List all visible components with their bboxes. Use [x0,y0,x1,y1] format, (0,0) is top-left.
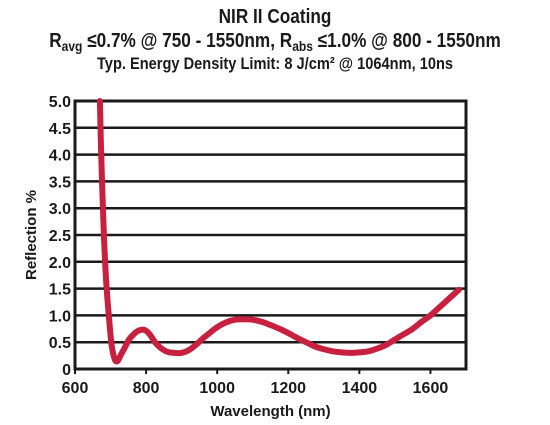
x-tick-label: 1200 [270,380,306,397]
y-tick-label: 4.5 [49,121,71,138]
y-tick-label: 5.0 [49,94,71,111]
subtitle-avg-subscript: avg [61,38,83,54]
subtitle-abs-subscript: abs [292,38,313,54]
y-tick-label: 3.0 [49,201,71,218]
chart-subtitle-reflectance: Ravg ≤0.7% @ 750 - 1550nm, Rabs ≤1.0% @ … [39,29,512,53]
y-tick-label: 2.0 [49,255,71,272]
y-tick-label: 0 [62,362,71,379]
chart-title: NIR II Coating [218,6,332,28]
subtitle-avg-spec: ≤0.7% @ 750 - 1550nm, R [82,30,293,52]
reflection-series-line [96,98,462,365]
y-tick-label: 1.0 [49,308,71,325]
x-tick-label: 1400 [342,380,378,397]
chart-title-block: NIR II Coating Ravg ≤0.7% @ 750 - 1550nm… [0,5,550,75]
subtitle-abs-spec: ≤1.0% @ 800 - 1550nm [312,30,501,52]
y-axis-label: Reflection % [23,190,40,280]
y-tick-label: 0.5 [49,335,71,352]
x-tick-label: 1600 [413,380,449,397]
y-tick-label: 3.5 [49,174,71,191]
y-tick-label: 2.5 [49,228,71,245]
x-tick-label: 600 [62,380,89,397]
y-tick-label: 4.0 [49,148,71,165]
y-tick-label: 1.5 [49,282,71,299]
x-tick-label: 800 [133,380,160,397]
x-tick-label: 1000 [199,380,235,397]
x-axis-label: Wavelength (nm) [210,403,330,420]
chart-subtitle-energy: Typ. Energy Density Limit: 8 J/cm² @ 106… [96,54,454,73]
subtitle-r-avg: R [49,30,62,52]
